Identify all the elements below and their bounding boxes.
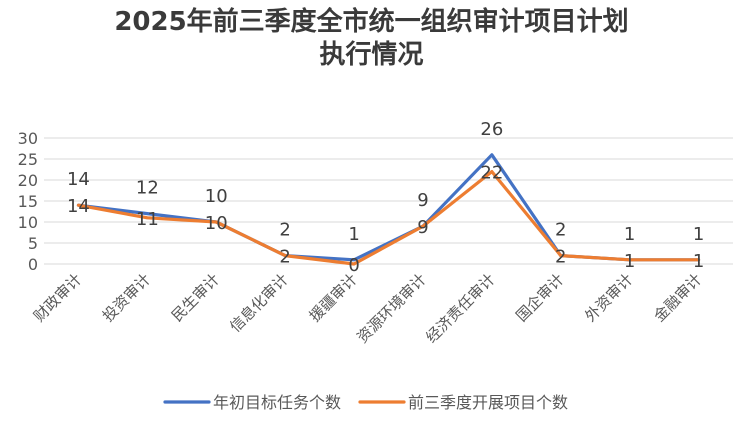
data-label-series-1: 1 [693,224,704,245]
legend-label-2: 前三季度开展项目个数 [408,393,568,412]
data-label-series-1: 12 [136,178,159,199]
y-tick-label: 30 [18,129,38,148]
data-label-series-2: 14 [67,196,90,217]
x-tick-label: 援疆审计 [306,270,361,325]
x-tick-label: 民生审计 [168,270,223,325]
data-label-series-2: 1 [624,251,635,272]
x-tick-label: 财政审计 [30,270,85,325]
chart-title-line-2: 执行情况 [319,40,424,70]
data-label-series-2: 2 [279,247,290,268]
data-label-series-2: 22 [480,163,503,184]
data-label-series-1: 1 [348,224,359,245]
data-label-series-1: 14 [67,169,90,190]
data-label-series-1: 2 [555,220,566,241]
data-label-series-1: 10 [205,186,228,207]
data-label-series-1: 1 [624,224,635,245]
data-label-series-2: 1 [693,251,704,272]
y-tick-label: 5 [28,234,38,253]
data-label-series-1: 2 [279,220,290,241]
x-tick-label: 外资审计 [581,270,636,325]
x-tick-label: 资源环境审计 [353,270,429,346]
data-label-series-1: 26 [480,119,503,140]
data-label-series-1: 9 [417,190,428,211]
data-label-series-2: 9 [417,217,428,238]
x-tick-label: 信息化审计 [226,270,292,336]
series-line-2 [76,170,701,266]
data-label-series-2: 0 [348,255,359,276]
data-label-series-2: 10 [205,213,228,234]
x-tick-label: 经济责任审计 [422,270,498,346]
x-tick-label: 金融审计 [650,270,705,325]
chart-title: 2025年前三季度全市统一组织审计项目计划 执行情况 [0,6,743,72]
chart-title-line-1: 2025年前三季度全市统一组织审计项目计划 [114,7,629,37]
data-label-series-2: 2 [555,247,566,268]
x-tick-label: 投资审计 [99,270,154,325]
y-tick-label: 15 [18,192,38,211]
y-tick-label: 20 [18,171,38,190]
y-tick-label: 10 [18,213,38,232]
data-label-series-2: 11 [136,209,159,230]
y-tick-label: 25 [18,150,38,169]
x-tick-label: 国企审计 [512,270,567,325]
y-tick-label: 0 [28,255,38,274]
legend-label-1: 年初目标任务个数 [213,393,341,412]
